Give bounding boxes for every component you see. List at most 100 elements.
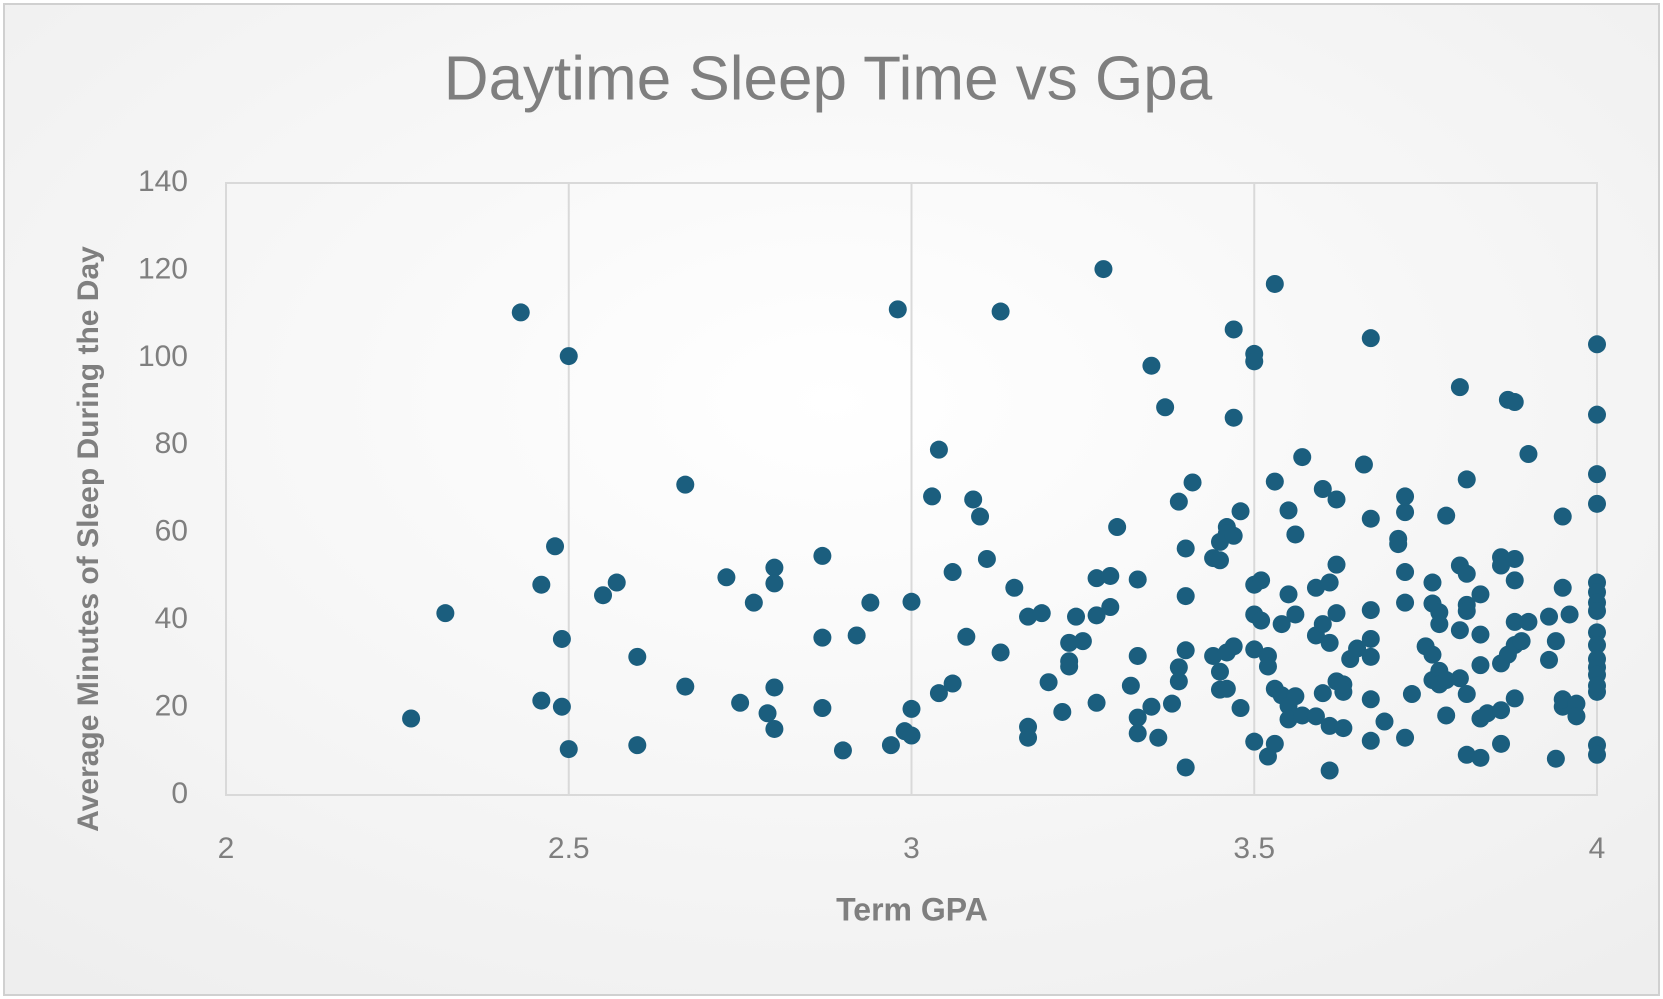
data-point	[1272, 615, 1291, 634]
data-point	[1224, 526, 1243, 545]
data-point	[1327, 604, 1346, 623]
data-point	[1471, 748, 1490, 767]
data-point	[1162, 694, 1181, 713]
data-point	[847, 626, 866, 645]
data-point	[1204, 646, 1223, 665]
data-point	[1149, 728, 1168, 747]
data-point	[511, 303, 530, 322]
data-point	[1245, 732, 1264, 751]
data-point	[1588, 494, 1606, 513]
data-point	[1293, 448, 1312, 467]
data-point	[1553, 507, 1572, 526]
data-point	[943, 563, 962, 582]
data-point	[1492, 734, 1511, 753]
data-point	[1361, 731, 1380, 750]
data-point	[1169, 672, 1188, 691]
data-point	[1450, 669, 1469, 688]
y-tick-label: 80	[155, 427, 188, 460]
data-point	[1108, 518, 1127, 537]
data-point	[1265, 472, 1284, 491]
data-point	[1361, 329, 1380, 348]
data-point	[532, 575, 551, 594]
data-point	[1279, 585, 1298, 604]
y-axis-label: Average Minutes of Sleep During the Day	[72, 246, 105, 832]
data-point	[813, 699, 832, 718]
data-point	[1505, 689, 1524, 708]
data-point	[1553, 690, 1572, 709]
data-point	[1128, 724, 1147, 743]
data-point	[929, 440, 948, 459]
data-point	[1540, 607, 1559, 626]
data-point	[1210, 551, 1229, 570]
data-point	[1320, 633, 1339, 652]
data-point	[1060, 633, 1079, 652]
data-point	[628, 736, 647, 755]
data-point	[1423, 573, 1442, 592]
data-point	[1361, 629, 1380, 648]
data-point	[1087, 569, 1106, 588]
data-point	[1169, 658, 1188, 677]
y-tick-label: 20	[155, 689, 188, 722]
data-point	[1245, 352, 1264, 371]
data-point	[1457, 601, 1476, 620]
data-point	[1313, 615, 1332, 634]
x-tick-label: 2	[218, 832, 235, 865]
data-point	[1437, 706, 1456, 725]
data-point	[957, 627, 976, 646]
data-point	[1252, 611, 1271, 630]
data-point	[1231, 699, 1250, 718]
data-point	[1039, 673, 1058, 692]
data-point	[1286, 525, 1305, 544]
data-point	[1224, 408, 1243, 427]
data-point	[1142, 356, 1161, 375]
data-point	[1306, 578, 1325, 597]
data-point	[1402, 685, 1421, 704]
data-point	[991, 643, 1010, 662]
data-point	[1224, 320, 1243, 339]
data-point	[1265, 734, 1284, 753]
data-point	[1128, 708, 1147, 727]
data-point	[1252, 571, 1271, 590]
data-point	[1457, 564, 1476, 583]
data-point	[1512, 632, 1531, 651]
data-point	[1492, 556, 1511, 575]
data-point	[1396, 503, 1415, 522]
data-point	[1396, 563, 1415, 582]
y-tick-label: 140	[138, 165, 188, 198]
data-point	[628, 647, 647, 666]
x-tick-label: 2.5	[548, 832, 590, 865]
data-point	[1478, 704, 1497, 723]
data-point	[546, 537, 565, 556]
data-point	[1457, 745, 1476, 764]
data-point	[1320, 573, 1339, 592]
data-point	[1492, 701, 1511, 720]
data-point	[861, 593, 880, 612]
data-point	[964, 490, 983, 509]
data-point	[1019, 728, 1038, 747]
x-axis-label: Term GPA	[836, 891, 988, 927]
data-point	[1546, 749, 1565, 768]
data-point	[1156, 398, 1175, 417]
data-point	[902, 699, 921, 718]
data-point	[744, 593, 763, 612]
data-point	[559, 740, 578, 759]
data-point	[1231, 502, 1250, 521]
data-point	[1588, 636, 1606, 655]
data-point	[1505, 549, 1524, 568]
data-point	[1210, 662, 1229, 681]
data-point	[1471, 585, 1490, 604]
data-point	[1320, 761, 1339, 780]
data-point	[1320, 716, 1339, 735]
data-point	[607, 573, 626, 592]
y-tick-label: 120	[138, 252, 188, 285]
data-point	[1176, 587, 1195, 606]
data-point	[902, 726, 921, 745]
data-point	[1567, 694, 1586, 713]
data-point	[1505, 393, 1524, 412]
data-point	[594, 586, 613, 605]
data-point	[1313, 480, 1332, 498]
chart-background	[3, 3, 1660, 996]
data-point	[1437, 671, 1456, 690]
data-point	[1361, 647, 1380, 666]
data-point	[1169, 492, 1188, 511]
